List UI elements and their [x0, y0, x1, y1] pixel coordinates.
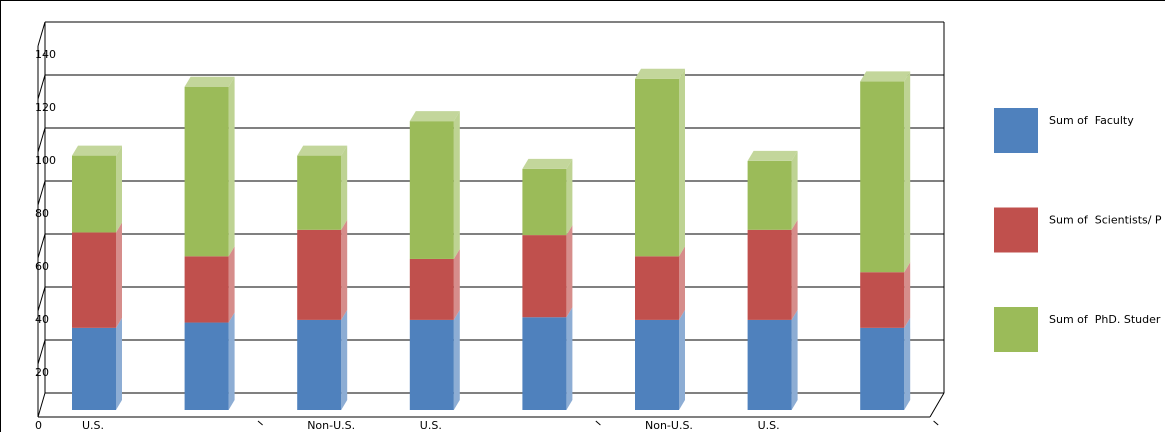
y-tick-label: 0 — [35, 419, 42, 432]
bar-segment — [409, 319, 454, 410]
bar-segment — [72, 232, 116, 328]
tick-mark — [37, 339, 46, 365]
bar-side — [341, 145, 348, 230]
bar-segment — [860, 327, 905, 410]
bar-top — [860, 71, 911, 82]
bar-side — [904, 317, 911, 410]
bar-side — [228, 312, 235, 410]
bar-segment — [635, 256, 679, 320]
bar-segment — [72, 155, 116, 233]
bar-top — [184, 76, 235, 87]
bar-side — [904, 262, 911, 328]
y-tick-label: 80 — [35, 207, 49, 220]
y-tick-label: 120 — [35, 101, 56, 114]
bar-side — [679, 68, 685, 257]
bar-segment — [747, 229, 792, 320]
bar-side — [566, 158, 573, 236]
bar-side — [453, 248, 460, 320]
tick-mark — [37, 74, 46, 100]
bar-segment — [409, 258, 454, 320]
bar-side — [453, 111, 460, 259]
bar-side — [228, 246, 235, 323]
bar-top — [635, 68, 685, 79]
bar-side — [791, 309, 798, 410]
floor-right — [929, 392, 945, 418]
bar-side — [228, 76, 235, 257]
legend-swatch — [994, 207, 1038, 253]
bar-segment — [747, 160, 792, 230]
bar-segment — [409, 121, 454, 259]
bar-side — [566, 307, 573, 410]
bar-segment — [522, 317, 567, 410]
bar-segment — [635, 78, 679, 257]
bar-segment — [860, 81, 905, 273]
bar-side — [566, 225, 573, 318]
x-tick-label: U.S. — [420, 419, 442, 432]
x-tick-label: U.S. — [82, 419, 104, 432]
x-tick — [257, 420, 263, 426]
bar-side — [116, 317, 122, 410]
bar-segment — [184, 256, 229, 323]
legend-label: Sum of Faculty — [1049, 114, 1134, 127]
tick-mark — [37, 180, 46, 206]
bar-side — [679, 309, 685, 410]
y-tick-label: 140 — [35, 48, 56, 61]
bar-side — [791, 150, 798, 230]
bar-segment — [860, 272, 905, 328]
bar-top — [522, 158, 573, 169]
tick-mark — [37, 233, 46, 259]
bar-side — [904, 71, 911, 273]
x-tick-label: Non-U.S. — [645, 419, 693, 432]
bar-segment — [184, 322, 229, 410]
bar-top — [72, 145, 122, 156]
bar-side — [116, 222, 122, 328]
tick-mark — [37, 392, 46, 418]
tick-mark — [37, 286, 46, 312]
bar-segment — [522, 235, 567, 318]
bar-segment — [72, 327, 116, 410]
bar-side — [341, 219, 348, 320]
y-tick-label: 60 — [35, 260, 49, 273]
x-tick-label: U.S. — [758, 419, 780, 432]
bar-side — [679, 246, 685, 320]
y-tick-label: 20 — [35, 366, 49, 379]
y-tick-label: 100 — [35, 154, 56, 167]
bar-segment — [747, 319, 792, 410]
x-tick-label: Non-U.S. — [307, 419, 355, 432]
bar-top — [409, 111, 460, 122]
bar-side — [453, 309, 460, 410]
y-tick-label: 40 — [35, 313, 49, 326]
legend-label: Sum of Scientists/ P — [1049, 214, 1162, 227]
tick-mark — [37, 21, 46, 47]
bar-segment — [297, 229, 342, 320]
bar-top — [297, 145, 348, 156]
x-tick — [933, 420, 939, 426]
legend-label: Sum of PhD. Studer — [1049, 313, 1161, 326]
bar-segment — [297, 319, 342, 410]
x-tick — [595, 420, 601, 426]
tick-mark — [37, 127, 46, 153]
bar-side — [341, 309, 348, 410]
bar-segment — [184, 86, 229, 257]
bar-top — [747, 150, 798, 161]
legend-swatch — [994, 307, 1038, 352]
bar-side — [116, 145, 122, 233]
bar-side — [791, 219, 798, 320]
legend-swatch — [994, 108, 1038, 153]
bar-segment — [297, 155, 342, 230]
bar-segment — [522, 168, 567, 236]
bar-segment — [635, 319, 679, 410]
